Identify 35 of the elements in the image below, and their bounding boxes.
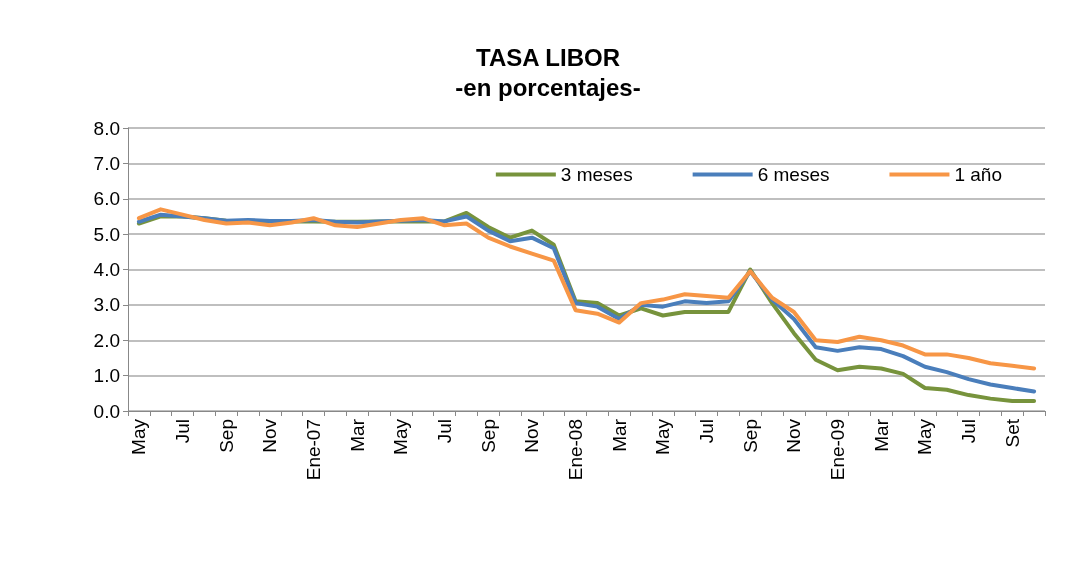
chart-subtitle: -en porcentajes- [455, 73, 641, 101]
legend-label: 1 año [954, 164, 1002, 185]
y-tick-label: 8.0 [93, 117, 120, 139]
x-tick-label: Mar [346, 418, 368, 452]
x-tick-label: Jul [172, 419, 194, 444]
x-tick-label: Nov [259, 418, 281, 453]
x-tick-label: May [390, 418, 412, 455]
x-tick-label: Jul [696, 419, 718, 444]
y-tick-label: 2.0 [93, 329, 120, 351]
x-tick-label: Jul [958, 419, 980, 444]
x-tick-label: May [652, 418, 674, 455]
x-tick-label: Nov [783, 418, 805, 453]
x-tick-label: Jul [434, 419, 456, 444]
legend-label: 6 meses [757, 164, 830, 185]
y-tick-label: 1.0 [93, 365, 120, 387]
y-tick-label: 6.0 [93, 188, 120, 210]
x-tick-label: Ene-09 [827, 419, 849, 481]
x-tick-label: Sep [477, 419, 499, 453]
y-tick-label: 7.0 [93, 152, 120, 174]
x-tick-label: Sep [215, 419, 237, 453]
y-tick-label: 5.0 [93, 223, 120, 245]
x-tick-label: Nov [521, 418, 543, 453]
y-tick-label: 0.0 [93, 400, 120, 422]
x-tick-label: Mar [608, 418, 630, 452]
legend-label: 3 meses [560, 164, 633, 185]
x-tick-label: Ene-08 [565, 419, 587, 481]
x-tick-label: Set [1001, 418, 1023, 448]
x-tick-label: Mar [870, 418, 892, 452]
y-tick-label: 4.0 [93, 259, 120, 280]
x-tick-label: Ene-07 [303, 419, 325, 481]
x-tick-label: Sep [739, 419, 761, 453]
x-tick-label: May [128, 418, 150, 455]
x-tick-label: May [914, 418, 936, 455]
chart-title: TASA LIBOR [476, 43, 620, 71]
y-tick-label: 3.0 [93, 294, 120, 316]
